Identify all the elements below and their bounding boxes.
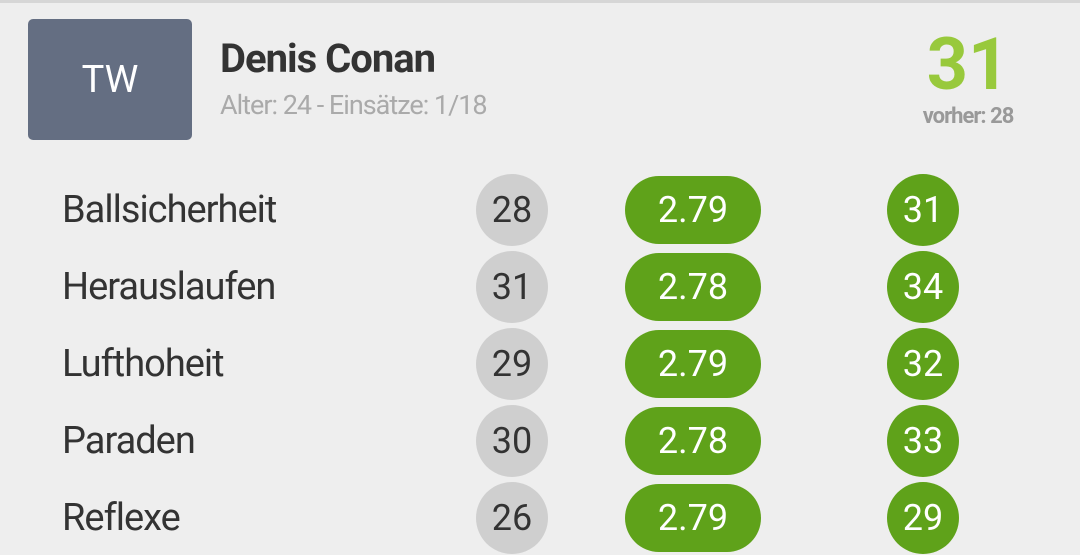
attribute-label: Reflexe xyxy=(62,496,181,540)
player-name: Denis Conan xyxy=(220,35,436,82)
rating: 31 xyxy=(926,22,1010,107)
player-details: Alter: 24 - Einsätze: 1/18 xyxy=(220,89,488,121)
previous-rating: vorher: 28 xyxy=(922,104,1015,129)
factor-value: 2.78 xyxy=(625,253,761,321)
old-value: 26 xyxy=(476,482,548,554)
new-value: 29 xyxy=(887,482,959,554)
new-value: 33 xyxy=(887,405,959,477)
attribute-label: Paraden xyxy=(62,419,196,463)
factor-value: 2.79 xyxy=(625,176,761,244)
old-value: 28 xyxy=(476,174,548,246)
attribute-label: Herauslaufen xyxy=(62,265,276,309)
new-value: 32 xyxy=(887,328,959,400)
old-value: 31 xyxy=(476,251,548,323)
position-badge: TW xyxy=(28,19,192,140)
attribute-label: Ballsicherheit xyxy=(62,188,277,232)
factor-value: 2.78 xyxy=(625,407,761,475)
old-value: 29 xyxy=(476,328,548,400)
factor-value: 2.79 xyxy=(625,484,761,552)
old-value: 30 xyxy=(476,405,548,477)
new-value: 31 xyxy=(887,174,959,246)
attribute-label: Lufthoheit xyxy=(62,342,225,386)
factor-value: 2.79 xyxy=(625,330,761,398)
new-value: 34 xyxy=(887,251,959,323)
